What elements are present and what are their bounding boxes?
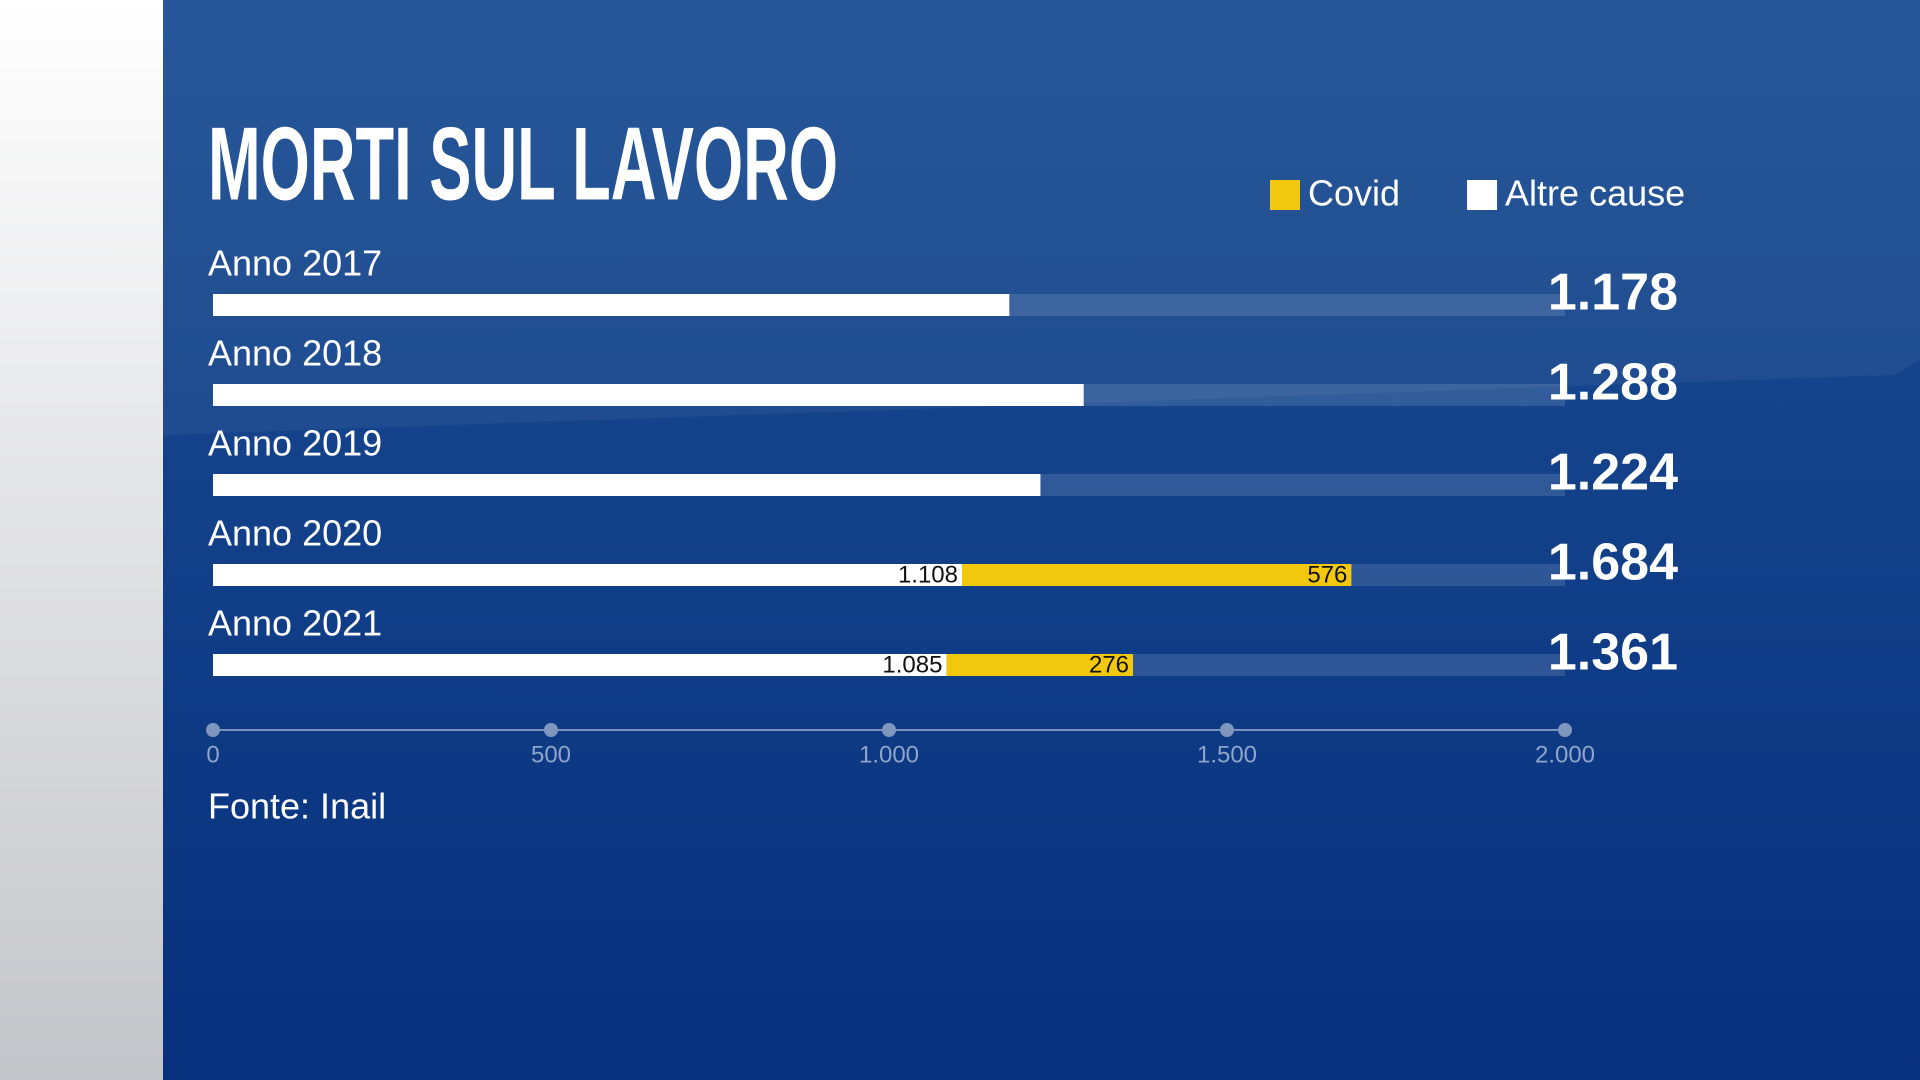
category-label: Anno 2018 — [208, 333, 382, 374]
value-label: 1.108 — [898, 561, 958, 588]
category-label: Anno 2019 — [208, 423, 382, 464]
tick-mark — [882, 723, 896, 737]
legend-swatch — [1467, 180, 1498, 210]
bar-segment — [946, 654, 1134, 676]
bar-segment — [213, 294, 1010, 316]
legend-swatch — [1270, 180, 1300, 210]
x-tick-label: 2.000 — [1535, 741, 1595, 768]
sheen — [163, 0, 1920, 435]
bar-segment — [213, 474, 1041, 496]
tick-mark — [206, 723, 220, 737]
bar-segment — [213, 564, 963, 586]
side-panel — [0, 0, 163, 1080]
legend-label: Covid — [1308, 173, 1400, 214]
tick-mark — [544, 723, 558, 737]
value-label: 1.085 — [882, 651, 942, 678]
value-label: 576 — [1307, 561, 1347, 588]
tick-mark — [1558, 723, 1572, 737]
total-label: 1.684 — [1548, 534, 1678, 592]
x-tick-label: 500 — [531, 741, 571, 768]
value-label: 276 — [1089, 651, 1129, 678]
bar-segment — [213, 654, 947, 676]
tick-mark — [1220, 723, 1234, 737]
legend-label: Altre cause — [1505, 173, 1685, 214]
category-label: Anno 2020 — [208, 513, 382, 554]
x-tick-label: 1.000 — [859, 741, 919, 768]
bar-segment — [962, 564, 1352, 586]
total-label: 1.361 — [1548, 624, 1678, 682]
category-label: Anno 2017 — [208, 243, 382, 284]
chart-title: MORTI SUL LAVORO — [208, 106, 838, 222]
total-label: 1.178 — [1548, 264, 1678, 322]
bar-segment — [213, 384, 1084, 406]
x-tick-label: 1.500 — [1197, 741, 1257, 768]
total-label: 1.288 — [1548, 354, 1678, 412]
total-label: 1.224 — [1548, 444, 1678, 502]
source: Fonte: Inail — [208, 786, 386, 827]
x-tick-label: 0 — [206, 741, 219, 768]
category-label: Anno 2021 — [208, 603, 382, 644]
